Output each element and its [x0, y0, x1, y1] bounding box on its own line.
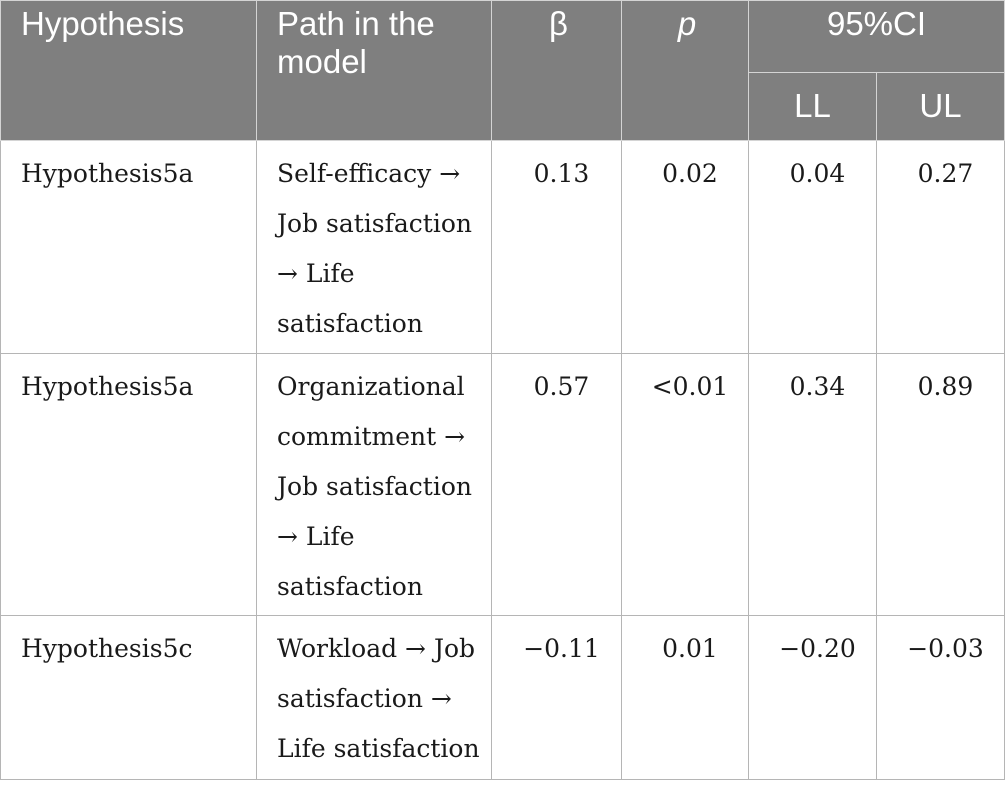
cell-p: 0.01 [621, 615, 749, 780]
header-path: Path in the model [256, 0, 492, 141]
subheader-row: LL UL [1, 72, 1005, 141]
header-row: Hypothesis Path in the model β p 95%CI [0, 0, 1005, 141]
table-row: Hypothesis5a Self-efficacy → Job satisfa… [0, 140, 1005, 354]
cell-beta: 0.13 [491, 140, 622, 354]
cell-ll: 0.04 [748, 140, 877, 354]
cell-ll: 0.34 [748, 353, 877, 616]
table-row: Hypothesis5a Organizational commitment →… [0, 353, 1005, 616]
cell-ll: −0.20 [748, 615, 877, 780]
cell-hypothesis: Hypothesis5a [0, 353, 257, 616]
cell-path: Organizational commitment → Job satisfac… [256, 353, 492, 616]
cell-path: Workload → Job satisfaction → Life satis… [256, 615, 492, 780]
cell-hypothesis: Hypothesis5a [0, 140, 257, 354]
table-row: Hypothesis5c Workload → Job satisfaction… [0, 615, 1005, 780]
header-ll: LL [748, 72, 877, 141]
header-hypothesis: Hypothesis [0, 0, 257, 141]
cell-ul: 0.27 [876, 140, 1005, 354]
cell-beta: −0.11 [491, 615, 622, 780]
cell-hypothesis: Hypothesis5c [0, 615, 257, 780]
cell-p: <0.01 [621, 353, 749, 616]
header-ci: 95%CI [748, 0, 1005, 73]
cell-p: 0.02 [621, 140, 749, 354]
header-beta: β [491, 0, 622, 141]
cell-ul: −0.03 [876, 615, 1005, 780]
cell-beta: 0.57 [491, 353, 622, 616]
header-ul: UL [876, 72, 1005, 141]
cell-path: Self-efficacy → Job satisfaction → Life … [256, 140, 492, 354]
header-p: p [621, 0, 749, 141]
cell-ul: 0.89 [876, 353, 1005, 616]
